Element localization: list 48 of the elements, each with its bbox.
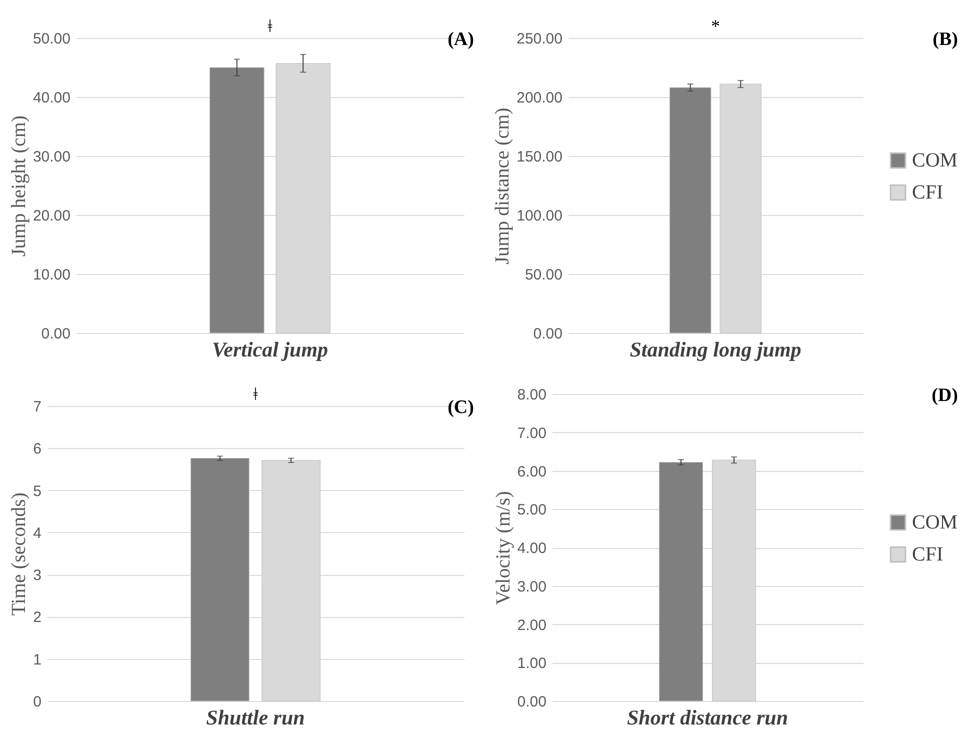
y-tick-label: 30.00 xyxy=(32,148,70,166)
y-tick-label: 50.00 xyxy=(524,266,562,284)
text: ǂ xyxy=(253,384,258,404)
y-tick-label: 6.00 xyxy=(517,463,546,480)
legend-label: COM xyxy=(912,150,958,172)
y-tick-label: 3.00 xyxy=(517,578,546,596)
y-tick-label: 200.00 xyxy=(516,90,562,106)
legend-label: CFI xyxy=(912,182,944,204)
y-tick-label: 50.00 xyxy=(32,30,70,48)
x-tick-label: Shuttle run xyxy=(206,706,305,730)
text: (D) xyxy=(932,385,958,406)
y-tick-label: 0.00 xyxy=(517,694,546,710)
y-axis-title: Jump distance (cm) xyxy=(492,108,514,264)
y-tick-label: 100.00 xyxy=(516,208,562,224)
legend-label: CFI xyxy=(912,544,944,566)
y-tick-label: 40.00 xyxy=(32,90,70,106)
y-tick-label: 4 xyxy=(33,524,42,542)
y-tick-label: 0.00 xyxy=(533,326,562,342)
y-tick-label: 6 xyxy=(33,440,42,458)
y-tick-label: 5.00 xyxy=(517,502,546,519)
y-tick-label: 2.00 xyxy=(517,616,546,634)
y-tick-label: 0.00 xyxy=(41,326,70,342)
y-tick-label: 1 xyxy=(33,651,42,668)
text: * xyxy=(711,16,720,36)
text: ǂ xyxy=(268,16,273,36)
annotation: (C) xyxy=(448,397,474,418)
y-tick-label: 250.00 xyxy=(516,30,562,48)
y-tick-label: 150.00 xyxy=(516,148,562,166)
x-tick-label: Short distance run xyxy=(626,706,788,730)
text: (A) xyxy=(448,29,474,50)
x-tick-label: Standing long jump xyxy=(630,338,802,362)
text: (B) xyxy=(932,29,958,50)
y-tick-label: 2 xyxy=(33,609,42,626)
y-tick-label: 8.00 xyxy=(517,386,546,404)
y-tick-label: 3 xyxy=(33,567,42,584)
y-axis-title: Time (seconds) xyxy=(8,492,30,616)
y-tick-label: 4.00 xyxy=(517,540,546,557)
y-tick-label: 10.00 xyxy=(32,266,70,284)
y-tick-label: 5 xyxy=(33,482,42,500)
y-tick-label: 20.00 xyxy=(32,208,70,224)
x-tick-label: Vertical jump xyxy=(212,338,328,362)
y-tick-label: 7 xyxy=(33,398,42,416)
y-axis-title: Velocity (m/s) xyxy=(492,491,514,605)
y-axis-title: Jump height (cm) xyxy=(8,115,30,257)
y-tick-label: 7.00 xyxy=(517,424,546,442)
y-tick-label: 1.00 xyxy=(517,655,546,672)
y-tick-label: 0 xyxy=(33,694,42,710)
legend-label: COM xyxy=(912,512,958,534)
